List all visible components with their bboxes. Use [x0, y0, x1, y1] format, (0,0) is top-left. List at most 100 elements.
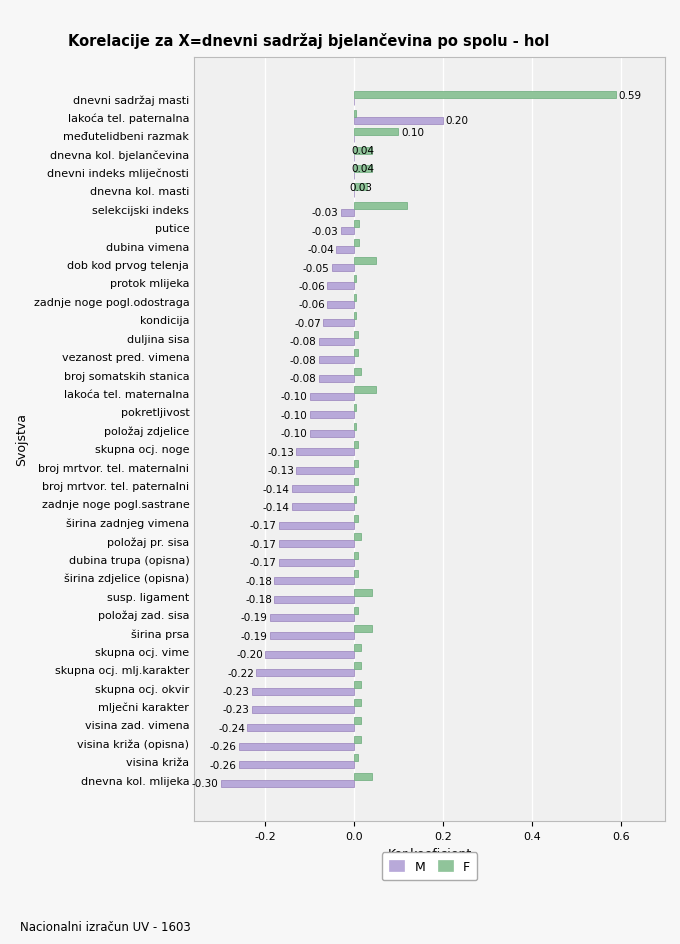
Text: -0.17: -0.17: [250, 539, 276, 549]
Text: -0.26: -0.26: [209, 760, 237, 770]
Text: -0.23: -0.23: [223, 686, 250, 697]
Legend: M, F: M, F: [382, 852, 477, 880]
Bar: [354, 423, 356, 430]
Bar: [354, 203, 407, 210]
Text: -0.08: -0.08: [290, 355, 316, 365]
Bar: [309, 394, 354, 400]
Bar: [354, 736, 360, 743]
Bar: [354, 313, 356, 320]
Text: 0.59: 0.59: [619, 91, 642, 101]
Bar: [318, 357, 354, 363]
Text: 0.03: 0.03: [350, 183, 372, 193]
Bar: [354, 221, 358, 228]
Bar: [354, 349, 358, 357]
Bar: [354, 773, 372, 780]
Bar: [252, 706, 354, 714]
Text: -0.19: -0.19: [241, 632, 267, 641]
Bar: [265, 651, 354, 658]
Text: -0.03: -0.03: [311, 208, 339, 218]
Text: 0.04: 0.04: [352, 146, 375, 156]
Bar: [354, 129, 398, 136]
Text: -0.18: -0.18: [245, 576, 272, 586]
Text: -0.22: -0.22: [227, 668, 254, 678]
Text: -0.17: -0.17: [250, 558, 276, 567]
Bar: [296, 448, 354, 456]
Bar: [354, 166, 372, 173]
Bar: [354, 681, 360, 688]
Text: -0.30: -0.30: [192, 779, 218, 788]
Bar: [354, 368, 360, 375]
Text: -0.14: -0.14: [262, 484, 290, 494]
Text: -0.19: -0.19: [241, 613, 267, 623]
Text: -0.06: -0.06: [299, 281, 325, 292]
Text: 0.10: 0.10: [401, 127, 424, 138]
Bar: [354, 663, 360, 669]
Bar: [354, 626, 372, 632]
Bar: [354, 717, 360, 725]
Bar: [354, 240, 358, 246]
Text: -0.07: -0.07: [294, 318, 321, 329]
Text: -0.08: -0.08: [290, 337, 316, 346]
Text: -0.18: -0.18: [245, 595, 272, 604]
Text: -0.03: -0.03: [311, 227, 339, 236]
Bar: [354, 184, 367, 192]
Bar: [354, 552, 358, 559]
Text: -0.10: -0.10: [281, 411, 307, 420]
Text: -0.13: -0.13: [267, 465, 294, 476]
Bar: [328, 301, 354, 309]
Bar: [309, 430, 354, 437]
Bar: [256, 669, 354, 677]
Bar: [341, 210, 354, 216]
Bar: [354, 118, 443, 125]
Bar: [354, 570, 358, 578]
Text: -0.10: -0.10: [281, 392, 307, 402]
Bar: [279, 541, 354, 548]
Bar: [274, 596, 354, 603]
Bar: [239, 762, 354, 768]
Bar: [354, 295, 356, 301]
Bar: [248, 725, 354, 732]
Bar: [279, 522, 354, 530]
Bar: [354, 460, 358, 467]
Bar: [239, 743, 354, 750]
Text: -0.23: -0.23: [223, 705, 250, 715]
Bar: [354, 607, 358, 615]
Bar: [354, 147, 372, 155]
Bar: [354, 277, 356, 283]
Bar: [292, 485, 354, 493]
Bar: [328, 283, 354, 290]
Bar: [292, 504, 354, 511]
Bar: [354, 442, 358, 448]
Bar: [332, 264, 354, 272]
Bar: [354, 331, 358, 338]
Bar: [296, 467, 354, 474]
Bar: [274, 578, 354, 584]
Bar: [270, 632, 354, 640]
Bar: [354, 93, 616, 99]
Bar: [309, 412, 354, 419]
Bar: [354, 589, 372, 596]
Y-axis label: Svojstva: Svojstva: [15, 413, 28, 466]
X-axis label: Kor.koeficient: Kor.koeficient: [388, 847, 472, 860]
Bar: [337, 246, 354, 253]
Bar: [354, 700, 360, 706]
Bar: [279, 559, 354, 566]
Text: -0.04: -0.04: [307, 244, 334, 255]
Bar: [252, 688, 354, 695]
Text: -0.10: -0.10: [281, 429, 307, 439]
Text: Korelacije za X=dnevni sadržaj bjelančevina po spolu - hol: Korelacije za X=dnevni sadržaj bjelančev…: [68, 33, 549, 49]
Bar: [354, 479, 358, 485]
Bar: [341, 228, 354, 235]
Bar: [354, 497, 356, 504]
Bar: [318, 338, 354, 346]
Text: -0.24: -0.24: [218, 723, 245, 733]
Bar: [354, 644, 360, 651]
Bar: [354, 754, 358, 762]
Text: 0.20: 0.20: [445, 116, 469, 126]
Text: -0.20: -0.20: [236, 649, 263, 660]
Text: -0.13: -0.13: [267, 447, 294, 457]
Bar: [354, 515, 358, 522]
Bar: [323, 320, 354, 327]
Text: -0.26: -0.26: [209, 742, 237, 751]
Text: 0.04: 0.04: [352, 164, 375, 175]
